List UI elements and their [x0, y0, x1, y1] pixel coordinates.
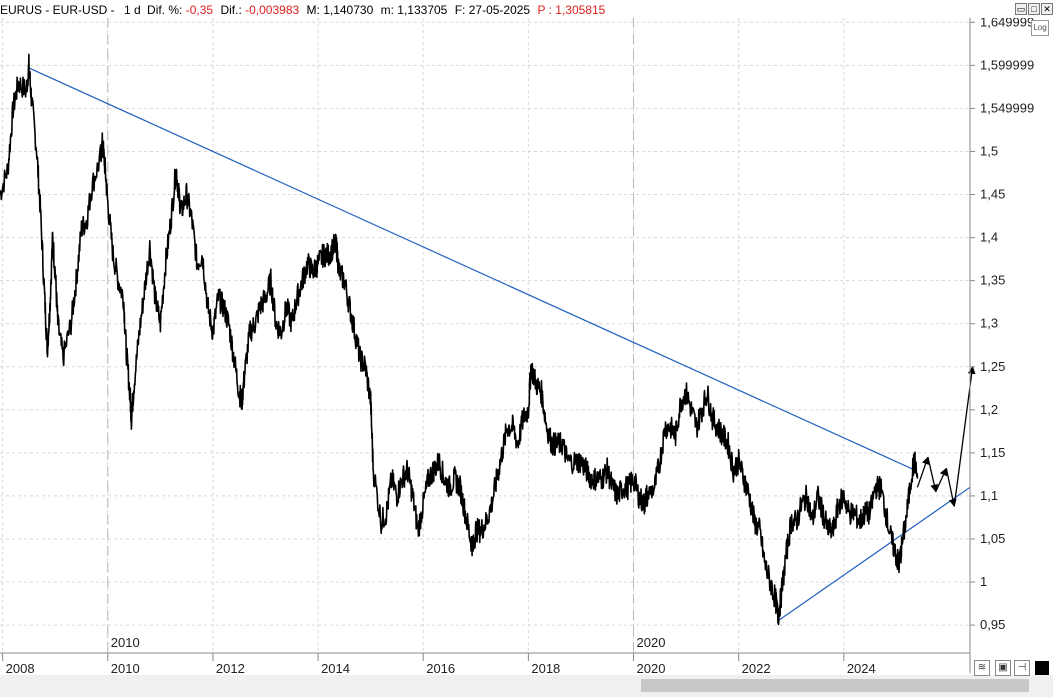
symbol-label: EURUS - EUR-USD -: [0, 3, 115, 17]
zoom-icon[interactable]: ≋: [974, 660, 990, 676]
close-icon[interactable]: ✕: [1041, 3, 1053, 15]
price-line: [0, 53, 919, 626]
y-tick-label: 1,35: [980, 273, 1005, 288]
major-x-label: 2020: [637, 635, 666, 650]
y-tick-label: 1,05: [980, 531, 1005, 546]
date-label: F:: [454, 3, 466, 17]
price-value: 1,305815: [555, 3, 606, 17]
y-tick-label: 1,2: [980, 402, 998, 417]
projection-arrows: [916, 365, 976, 508]
projection-arrow: [927, 457, 939, 493]
y-tick-label: 1,3: [980, 316, 998, 331]
price-series: [0, 53, 919, 626]
x-tick-label: 2012: [216, 661, 245, 675]
x-tick-label: 2024: [847, 661, 876, 675]
x-tick-label: 2008: [6, 661, 35, 675]
x-tick-label: 2014: [321, 661, 350, 675]
y-tick-label: 1,549999: [980, 100, 1034, 115]
color-swatch[interactable]: [1035, 661, 1049, 675]
chart-header: EURUS - EUR-USD - 1 d Dif. %: -0,35 Dif.…: [0, 0, 1053, 20]
trendlines: [28, 67, 971, 622]
y-tick-label: 1,45: [980, 187, 1005, 202]
pct-change-label: Dif. %:: [147, 3, 183, 17]
x-tick-label: 2016: [426, 661, 455, 675]
price-chart[interactable]: 0,95 1 1,05 1,1 1,15 1,2 1,25 1,3 1,35 1,4 1,45 1,5…: [0, 18, 1053, 675]
log-scale-button[interactable]: Log: [1031, 20, 1049, 36]
minimize-icon[interactable]: ▭: [1015, 3, 1027, 15]
pct-change-value: -0,35: [185, 3, 214, 17]
save-icon[interactable]: ▣: [995, 660, 1011, 676]
date-value: 27-05-2025: [468, 3, 531, 17]
y-tick-label: 1,1: [980, 488, 998, 503]
scrollbar-thumb[interactable]: [641, 679, 1029, 692]
x-tick-label: 2018: [531, 661, 560, 675]
trendline: [28, 67, 916, 471]
y-tick-label: 1,649999: [980, 18, 1034, 29]
max-value: 1,140730: [323, 3, 374, 17]
x-tick-label: 2010: [111, 661, 140, 675]
min-label: m:: [380, 3, 394, 17]
projection-arrow: [935, 467, 948, 492]
window-controls: ▭ □ ✕: [1015, 3, 1053, 15]
x-tick-label: 2020: [637, 661, 666, 675]
interval-label: 1 d: [124, 3, 141, 17]
y-tick-label: 1,4: [980, 230, 998, 245]
projection-arrow: [945, 468, 957, 508]
y-tick-label: 1,25: [980, 359, 1005, 374]
axes: 0,95 1 1,05 1,1 1,15 1,2 1,25 1,3 1,35 1,4 1,45 1,5…: [0, 18, 1034, 675]
maximize-icon[interactable]: □: [1028, 3, 1040, 15]
dif-label: Dif.:: [220, 3, 242, 17]
grid: [0, 18, 970, 653]
major-x-label: 2010: [111, 635, 140, 650]
y-tick-label: 1: [980, 574, 987, 589]
dif-value: -0,003983: [245, 3, 300, 17]
y-tick-label: 1,5: [980, 143, 998, 158]
pin-icon[interactable]: ⊣: [1014, 660, 1030, 676]
max-label: M:: [306, 3, 320, 17]
y-tick-label: 0,95: [980, 617, 1005, 632]
x-tick-label: 2022: [742, 661, 771, 675]
price-label: P :: [537, 3, 552, 17]
projection-arrow: [916, 456, 930, 488]
y-tick-label: 1,599999: [980, 57, 1034, 72]
trendline: [777, 486, 971, 622]
y-tick-label: 1,15: [980, 445, 1005, 460]
min-value: 1,133705: [397, 3, 448, 17]
